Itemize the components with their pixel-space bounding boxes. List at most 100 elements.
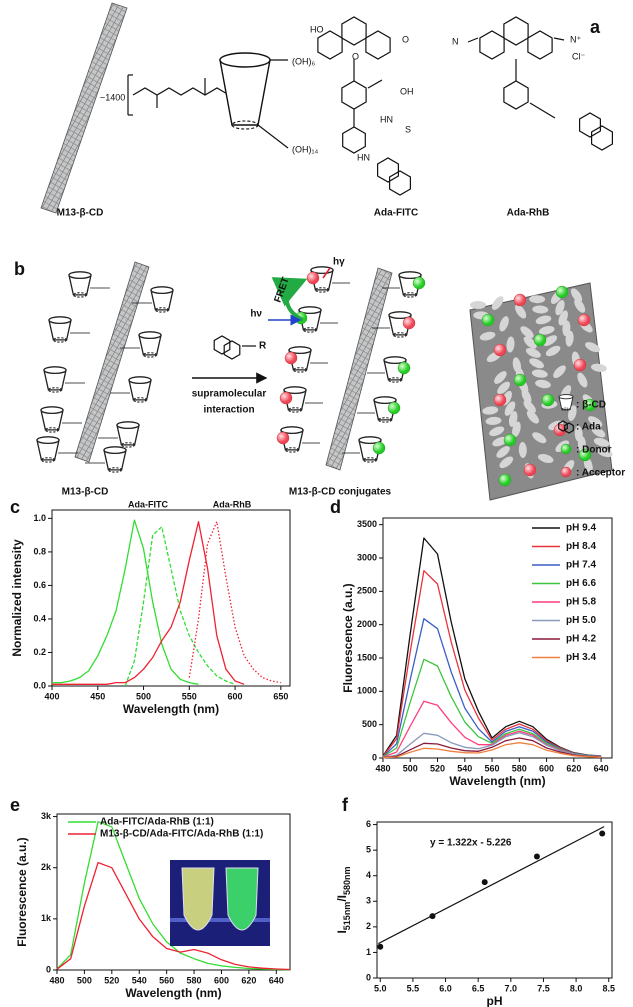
series-line	[56, 861, 291, 971]
surface-blob	[535, 379, 551, 389]
y-tick-label: 0.4	[33, 613, 46, 623]
surface-model	[469, 282, 613, 501]
x-tick-label: 540	[457, 763, 472, 773]
x-tick-label: 500	[136, 691, 151, 701]
x-tick-label: 560	[159, 975, 174, 985]
x-tick-label: 600	[214, 975, 229, 985]
surface-blob	[523, 336, 537, 349]
label: HO	[310, 24, 324, 34]
donor	[412, 276, 426, 290]
label: N⁺	[570, 34, 581, 44]
y-tick-label: 0.6	[33, 580, 46, 590]
plot-frame	[382, 517, 613, 759]
x-tick-label: 620	[566, 763, 581, 773]
surface-blob	[597, 448, 613, 458]
surface-blob	[523, 400, 536, 414]
surface-blob	[489, 426, 505, 437]
surface-blob	[593, 437, 610, 447]
bond	[529, 102, 556, 119]
surface-blob	[555, 299, 565, 316]
label: d	[330, 497, 341, 517]
label: : Donor	[576, 445, 612, 456]
surface-blob	[585, 342, 600, 353]
acceptor	[560, 466, 572, 478]
ring	[590, 125, 614, 151]
y-tick-label: 500	[362, 719, 377, 729]
label: R	[259, 341, 267, 352]
surface-blob	[485, 416, 502, 425]
surface-blob	[577, 372, 588, 388]
donor	[397, 361, 411, 375]
surface-blob	[532, 432, 547, 444]
y-tick-label: 6	[366, 819, 371, 829]
cd-rim	[219, 52, 271, 68]
surface-blob	[492, 436, 508, 447]
tube	[181, 867, 215, 931]
x-tick-label: 520	[104, 975, 119, 985]
cone-rim	[388, 311, 412, 320]
surface-blob	[529, 358, 545, 369]
cone-rim	[558, 394, 574, 400]
y-tick-label: 1000	[357, 686, 377, 696]
cone-rim	[280, 426, 304, 435]
label: a	[590, 17, 601, 37]
y-tick-label: 0	[372, 752, 377, 762]
cone-rim	[48, 316, 72, 325]
y-axis-label-part: /I	[335, 895, 349, 902]
cd-cone	[128, 376, 152, 403]
label: pH 5.0	[566, 615, 596, 626]
y-tick-label: 2	[366, 921, 371, 931]
bond	[367, 79, 383, 89]
content: a b c d e f ~1400 (OH)₆ (OH)₁₄ HO O OH O HN HN S N N⁺ Cl⁻ M…	[10, 2, 625, 1007]
label: pH 3.4	[566, 652, 596, 663]
ring	[389, 170, 411, 196]
surface-blob	[504, 401, 516, 416]
y-axis-label-part: 580nm	[342, 866, 352, 895]
cone-rim	[40, 406, 64, 415]
x-tick-label: 480	[375, 763, 390, 773]
surface-blob	[496, 446, 510, 458]
surface-blob	[506, 336, 515, 353]
label: c	[10, 497, 20, 517]
y-axis-label: I515nm/I580nm	[335, 866, 352, 933]
surface-blob	[535, 315, 552, 325]
x-tick-label: 500	[403, 763, 418, 773]
point	[481, 879, 488, 886]
label: : Acceptor	[576, 468, 625, 479]
ring	[341, 80, 367, 110]
acceptor	[523, 463, 537, 477]
label: (OH)₆	[292, 56, 315, 66]
surface-blob	[529, 295, 546, 304]
y-tick-label: 1.0	[33, 513, 46, 523]
donor	[578, 448, 592, 462]
y-axis-label: Fluorescence (a.u.)	[341, 583, 355, 692]
y-axis-label: Fluorescence (a.u.)	[15, 837, 29, 946]
chart: 400 450 500 550 600 650 0.0 0.2 0.4 0.6 0.8 1.0 Wave…	[10, 509, 291, 716]
surface-blob	[515, 304, 527, 319]
x-tick-label: 8.5	[602, 983, 615, 993]
y-tick-label: 0.2	[33, 647, 46, 657]
surface-blob	[542, 335, 558, 346]
donor	[372, 441, 386, 455]
label: supramolecular	[192, 389, 267, 400]
cd-cone	[48, 316, 72, 343]
donor	[583, 398, 597, 412]
ring	[578, 112, 602, 138]
cone-rim	[398, 271, 422, 280]
donor	[533, 333, 547, 347]
y-tick-label: 2500	[357, 586, 377, 596]
surface-blob	[531, 369, 548, 378]
ring	[223, 340, 241, 360]
y-tick-label: 2000	[357, 619, 377, 629]
label: pH 6.6	[566, 578, 596, 589]
ring	[564, 422, 574, 434]
cone-rim	[383, 356, 407, 365]
series-line	[382, 732, 602, 759]
point	[599, 830, 606, 837]
cd-cone	[36, 436, 60, 463]
acceptor	[402, 316, 416, 330]
x-axis-label: Wavelength (nm)	[449, 774, 545, 788]
label: M13-β-CD	[62, 487, 109, 498]
cone-rim	[138, 331, 162, 340]
surface-blob	[526, 410, 539, 424]
